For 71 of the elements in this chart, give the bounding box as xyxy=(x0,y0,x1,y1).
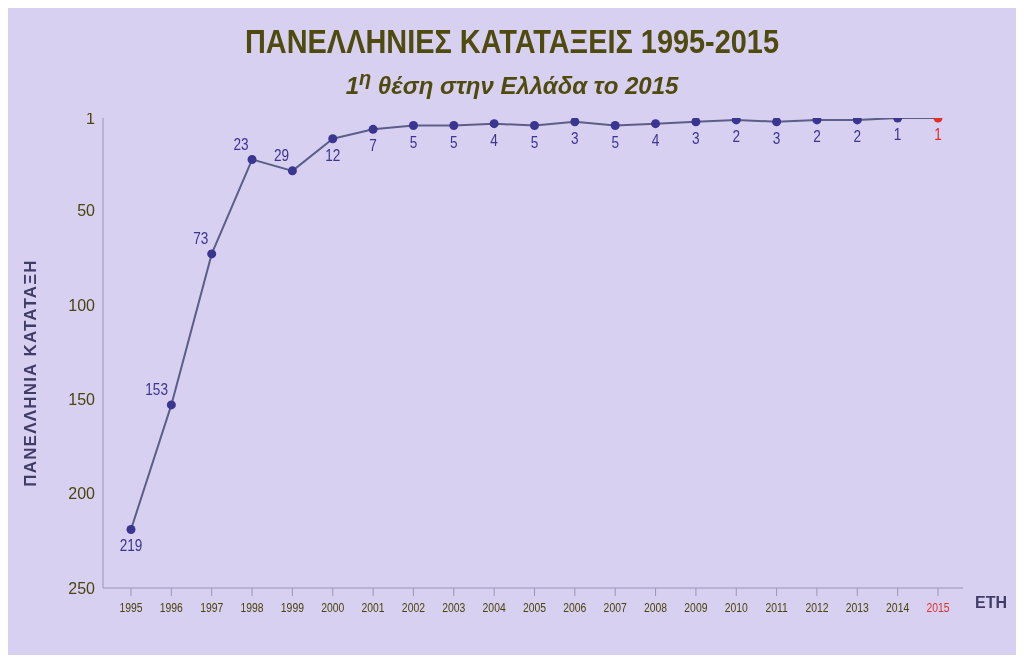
x-tick-label: 2014 xyxy=(886,599,910,615)
x-tick-label: 2003 xyxy=(442,599,466,615)
point xyxy=(207,249,217,259)
point xyxy=(328,134,338,144)
x-tick-label: 1996 xyxy=(159,599,184,615)
chart-subtitle: 1$^{η}$ θέση στην Ελλάδα το 2015 xyxy=(344,67,680,100)
point xyxy=(610,121,620,131)
data-label: 5 xyxy=(611,133,619,151)
data-label: 2 xyxy=(732,127,741,146)
y-tick-label: 150 xyxy=(68,390,96,408)
x-tick-label: 2004 xyxy=(482,599,507,615)
point xyxy=(691,118,701,127)
point xyxy=(772,118,782,127)
x-tick-label: 2002 xyxy=(401,599,426,615)
data-label: 2 xyxy=(853,127,862,146)
point xyxy=(651,119,661,129)
y-tick-label: 100 xyxy=(68,296,96,314)
data-label: 4 xyxy=(490,131,498,149)
x-tick-label: 2013 xyxy=(845,599,870,615)
x-axis-title: ΕΤΗ xyxy=(975,594,1007,611)
data-label: 153 xyxy=(145,380,168,399)
y-tick-label: 50 xyxy=(77,202,96,220)
point xyxy=(731,118,741,125)
point xyxy=(570,118,580,127)
data-label: 5 xyxy=(530,133,539,151)
x-tick-label: 2000 xyxy=(321,599,345,615)
point xyxy=(408,121,418,131)
x-tick-label: 2005 xyxy=(522,599,547,615)
y-tick-label: 200 xyxy=(68,485,96,503)
point xyxy=(530,121,539,131)
data-label: 7 xyxy=(369,137,377,155)
point xyxy=(247,155,257,165)
x-tick-label: 2015 xyxy=(926,599,950,615)
point xyxy=(489,119,499,129)
y-axis-title: ΠΑΝΕΛΛΗΝΙΑ ΚΑΤΑΤΑΞΗ xyxy=(21,259,40,487)
point xyxy=(449,121,459,131)
x-tick-label: 2007 xyxy=(603,599,627,615)
x-tick-label: 2009 xyxy=(684,599,708,615)
x-tick-label: 1997 xyxy=(200,599,224,615)
x-tick-label: 1995 xyxy=(119,599,143,615)
x-tick-label: 2010 xyxy=(724,599,749,615)
data-label: 29 xyxy=(273,146,289,165)
data-label: 23 xyxy=(233,135,249,153)
x-tick-label: 2006 xyxy=(563,599,587,615)
point xyxy=(126,524,136,534)
data-label: 1 xyxy=(934,125,942,144)
data-label: 4 xyxy=(651,131,660,149)
data-label: 1 xyxy=(893,125,902,144)
point xyxy=(368,124,378,134)
data-label: 2 xyxy=(813,127,821,146)
chart-title: ΠΑΝΕΛΛΗΝΙΕΣ ΚΑΤΑΤΑΞΕΙΣ 1995-2015 xyxy=(243,21,780,61)
data-label: 12 xyxy=(325,146,341,164)
data-label: 3 xyxy=(571,129,579,148)
x-tick-label: 2008 xyxy=(643,599,668,615)
x-tick-label: 2012 xyxy=(805,599,829,615)
data-label: 219 xyxy=(119,537,143,555)
point xyxy=(166,400,176,410)
y-tick-label: 250 xyxy=(68,579,96,597)
point xyxy=(812,118,822,125)
data-label: 73 xyxy=(193,229,209,248)
data-label: 3 xyxy=(772,129,781,148)
x-tick-label: 2011 xyxy=(765,599,788,615)
data-label: 3 xyxy=(692,129,700,148)
x-tick-label: 1998 xyxy=(240,599,265,615)
point xyxy=(852,118,862,125)
point xyxy=(287,166,297,176)
y-tick-label: 1 xyxy=(86,109,96,127)
data-label: 5 xyxy=(450,133,458,151)
data-label: 5 xyxy=(409,133,418,151)
x-tick-label: 1999 xyxy=(280,599,304,615)
x-tick-label: 2001 xyxy=(361,599,385,615)
